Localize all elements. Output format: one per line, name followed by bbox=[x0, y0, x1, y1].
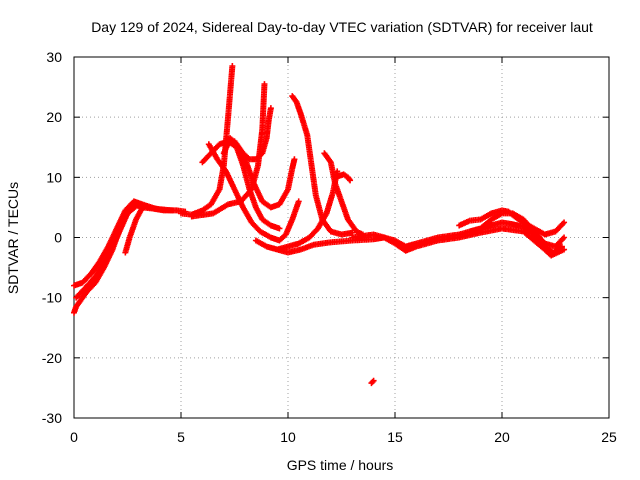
y-tick-label: 0 bbox=[54, 230, 62, 246]
grid bbox=[74, 57, 609, 418]
x-tick-label: 0 bbox=[70, 429, 78, 445]
y-tick-label: 20 bbox=[46, 109, 62, 125]
data-marks bbox=[71, 63, 568, 387]
series-trace-morning-3 bbox=[73, 201, 176, 301]
data-point bbox=[561, 219, 568, 226]
y-tick-label: -10 bbox=[42, 290, 62, 306]
data-point bbox=[370, 377, 377, 384]
y-tick-label: -30 bbox=[42, 410, 62, 426]
x-tick-label: 25 bbox=[601, 429, 617, 445]
data-point bbox=[261, 81, 268, 88]
y-tick-label: 30 bbox=[46, 49, 62, 65]
series-trace-cluster-5 bbox=[220, 135, 298, 211]
data-point bbox=[561, 246, 568, 253]
y-tick-label: -20 bbox=[42, 350, 62, 366]
y-tick-label: 10 bbox=[46, 169, 62, 185]
data-point bbox=[558, 243, 565, 250]
series-trace-cluster-10 bbox=[332, 171, 354, 184]
series-trace-cluster-7 bbox=[252, 168, 341, 253]
x-axis-label: GPS time / hours bbox=[287, 457, 394, 473]
data-point bbox=[169, 207, 176, 214]
series-trace-cluster-6 bbox=[231, 105, 274, 163]
chart-title: Day 129 of 2024, Sidereal Day-to-day VTE… bbox=[91, 19, 593, 35]
series-trace-cluster-4 bbox=[205, 141, 302, 244]
data-point bbox=[139, 204, 146, 211]
data-point bbox=[276, 225, 283, 232]
x-tick-label: 10 bbox=[280, 429, 296, 445]
series-trace-afternoon-4 bbox=[466, 219, 565, 256]
data-point bbox=[295, 198, 302, 205]
series-trace-main-morning bbox=[71, 201, 189, 316]
series-trace-cluster-8 bbox=[289, 93, 356, 238]
y-axis-label: SDTVAR / TECUs bbox=[5, 182, 21, 294]
x-tick-label: 5 bbox=[177, 429, 185, 445]
data-point bbox=[267, 105, 274, 112]
series-trace-dip bbox=[122, 204, 146, 256]
series-trace-cluster-9 bbox=[321, 150, 366, 238]
series-trace-outlier bbox=[368, 377, 377, 387]
data-point bbox=[229, 63, 236, 70]
series-trace-afternoon-3 bbox=[456, 207, 568, 238]
x-tick-label: 20 bbox=[494, 429, 510, 445]
axis-ticks: 0 5 10 15 20 25 -30 -20 -10 0 10 20 30 bbox=[42, 49, 617, 445]
data-point bbox=[347, 177, 354, 184]
data-point bbox=[561, 234, 568, 241]
data-point bbox=[291, 156, 298, 163]
x-tick-label: 15 bbox=[387, 429, 403, 445]
data-point bbox=[369, 378, 376, 385]
